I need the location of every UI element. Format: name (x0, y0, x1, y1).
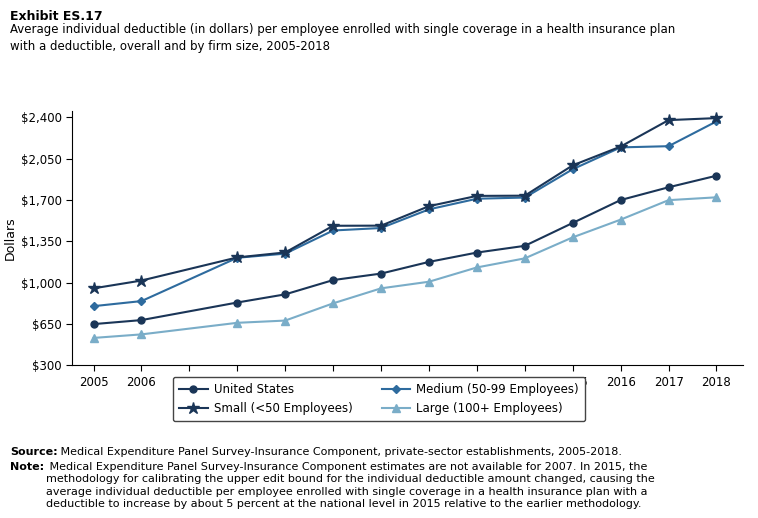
Text: Medical Expenditure Panel Survey-Insurance Component, private-sector establishme: Medical Expenditure Panel Survey-Insuran… (57, 447, 622, 456)
Text: Medical Expenditure Panel Survey-Insurance Component estimates are not available: Medical Expenditure Panel Survey-Insuran… (46, 462, 655, 509)
Legend: United States, Small (<50 Employees), Medium (50-99 Employees), Large (100+ Empl: United States, Small (<50 Employees), Me… (173, 377, 585, 422)
Text: Source:: Source: (10, 447, 58, 456)
Text: Note:: Note: (10, 462, 44, 472)
Text: Average individual deductible (in dollars) per employee enrolled with single cov: Average individual deductible (in dollar… (10, 23, 675, 53)
Text: Exhibit ES.17: Exhibit ES.17 (10, 10, 102, 23)
Y-axis label: Dollars: Dollars (4, 217, 17, 260)
